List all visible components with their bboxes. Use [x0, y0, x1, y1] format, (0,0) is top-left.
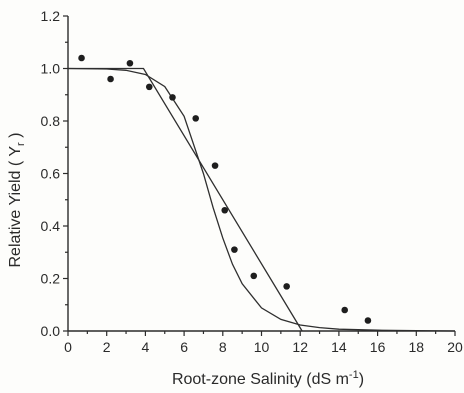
data-point [126, 59, 134, 67]
data-point [169, 94, 176, 101]
series-line-2 [67, 67, 456, 332]
x-tick-label: 6 [180, 339, 188, 355]
y-tick-label: 1.0 [41, 61, 61, 77]
data-point [192, 115, 200, 122]
x-tick-label: 16 [370, 339, 386, 355]
data-point [78, 54, 85, 62]
data-point [341, 306, 349, 314]
data-point [221, 206, 229, 214]
x-axis-title: Root-zone Salinity (dS m-1) [172, 369, 364, 388]
y-tick-label: 0.8 [41, 113, 61, 129]
y-tick-label: 0.6 [41, 166, 61, 182]
y-axis-title: Relative Yield ( Yr ) [7, 133, 27, 268]
data-point [107, 75, 114, 83]
data-points [78, 54, 372, 324]
x-tick-label: 4 [142, 339, 150, 355]
ticks: 0 2 4 6 8 10 12 14 16 18 20 0.0 0.2 0.4 0.6 0.8 1.0 1.2 [41, 8, 463, 355]
series-lines [67, 67, 456, 332]
axes [67, 16, 455, 332]
y-tick-label: 1.2 [41, 8, 61, 24]
x-tick-label: 12 [292, 339, 308, 355]
y-tick-label: 0.4 [41, 218, 61, 234]
x-tick-label: 20 [447, 339, 463, 355]
x-tick-label: 0 [64, 339, 72, 355]
data-point [283, 283, 290, 290]
series-line-1 [68, 67, 303, 332]
data-point [364, 317, 372, 324]
data-point [231, 246, 238, 253]
x-tick-label: 8 [219, 339, 227, 355]
x-tick-label: 2 [103, 339, 111, 355]
data-point [145, 83, 153, 91]
data-point [250, 272, 258, 280]
data-point [211, 162, 219, 169]
y-tick-label: 0.0 [41, 323, 61, 339]
x-tick-label: 10 [254, 339, 270, 355]
y-tick-label: 0.2 [41, 271, 61, 287]
x-tick-label: 18 [409, 339, 425, 355]
x-tick-label: 14 [331, 339, 347, 355]
